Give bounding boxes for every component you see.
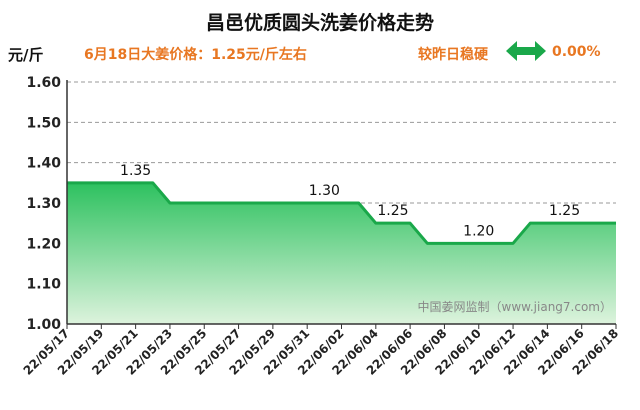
data-label: 1.20 — [463, 223, 494, 239]
data-label: 1.35 — [120, 163, 151, 179]
y-tick-label: 1.30 — [26, 196, 61, 212]
compare-label: 较昨日稳硬 — [418, 47, 488, 63]
chart-title: 昌邑优质圆头洗姜价格走势 — [205, 12, 434, 34]
y-tick-label: 1.40 — [26, 156, 61, 172]
y-tick-label: 1.60 — [26, 75, 61, 91]
change-value: 0.00% — [552, 44, 601, 60]
y-tick-label: 1.00 — [26, 317, 61, 333]
price-line-series — [67, 181, 616, 245]
y-tick-label: 1.50 — [26, 115, 61, 131]
watermark: 中国姜网监制（www.jiang7.com） — [418, 299, 612, 314]
y-axis-unit: 元/斤 — [8, 46, 44, 64]
data-label: 1.25 — [377, 203, 408, 219]
y-tick-label: 1.10 — [26, 277, 61, 293]
y-tick-label: 1.20 — [26, 236, 61, 252]
left-right-arrow-icon — [506, 41, 546, 61]
price-area — [67, 182, 616, 324]
data-label: 1.25 — [549, 203, 580, 219]
data-label: 1.30 — [309, 183, 340, 199]
price-summary: 6月18日大姜价格：1.25元/斤左右 — [84, 47, 307, 63]
arrow-shape — [506, 41, 546, 61]
